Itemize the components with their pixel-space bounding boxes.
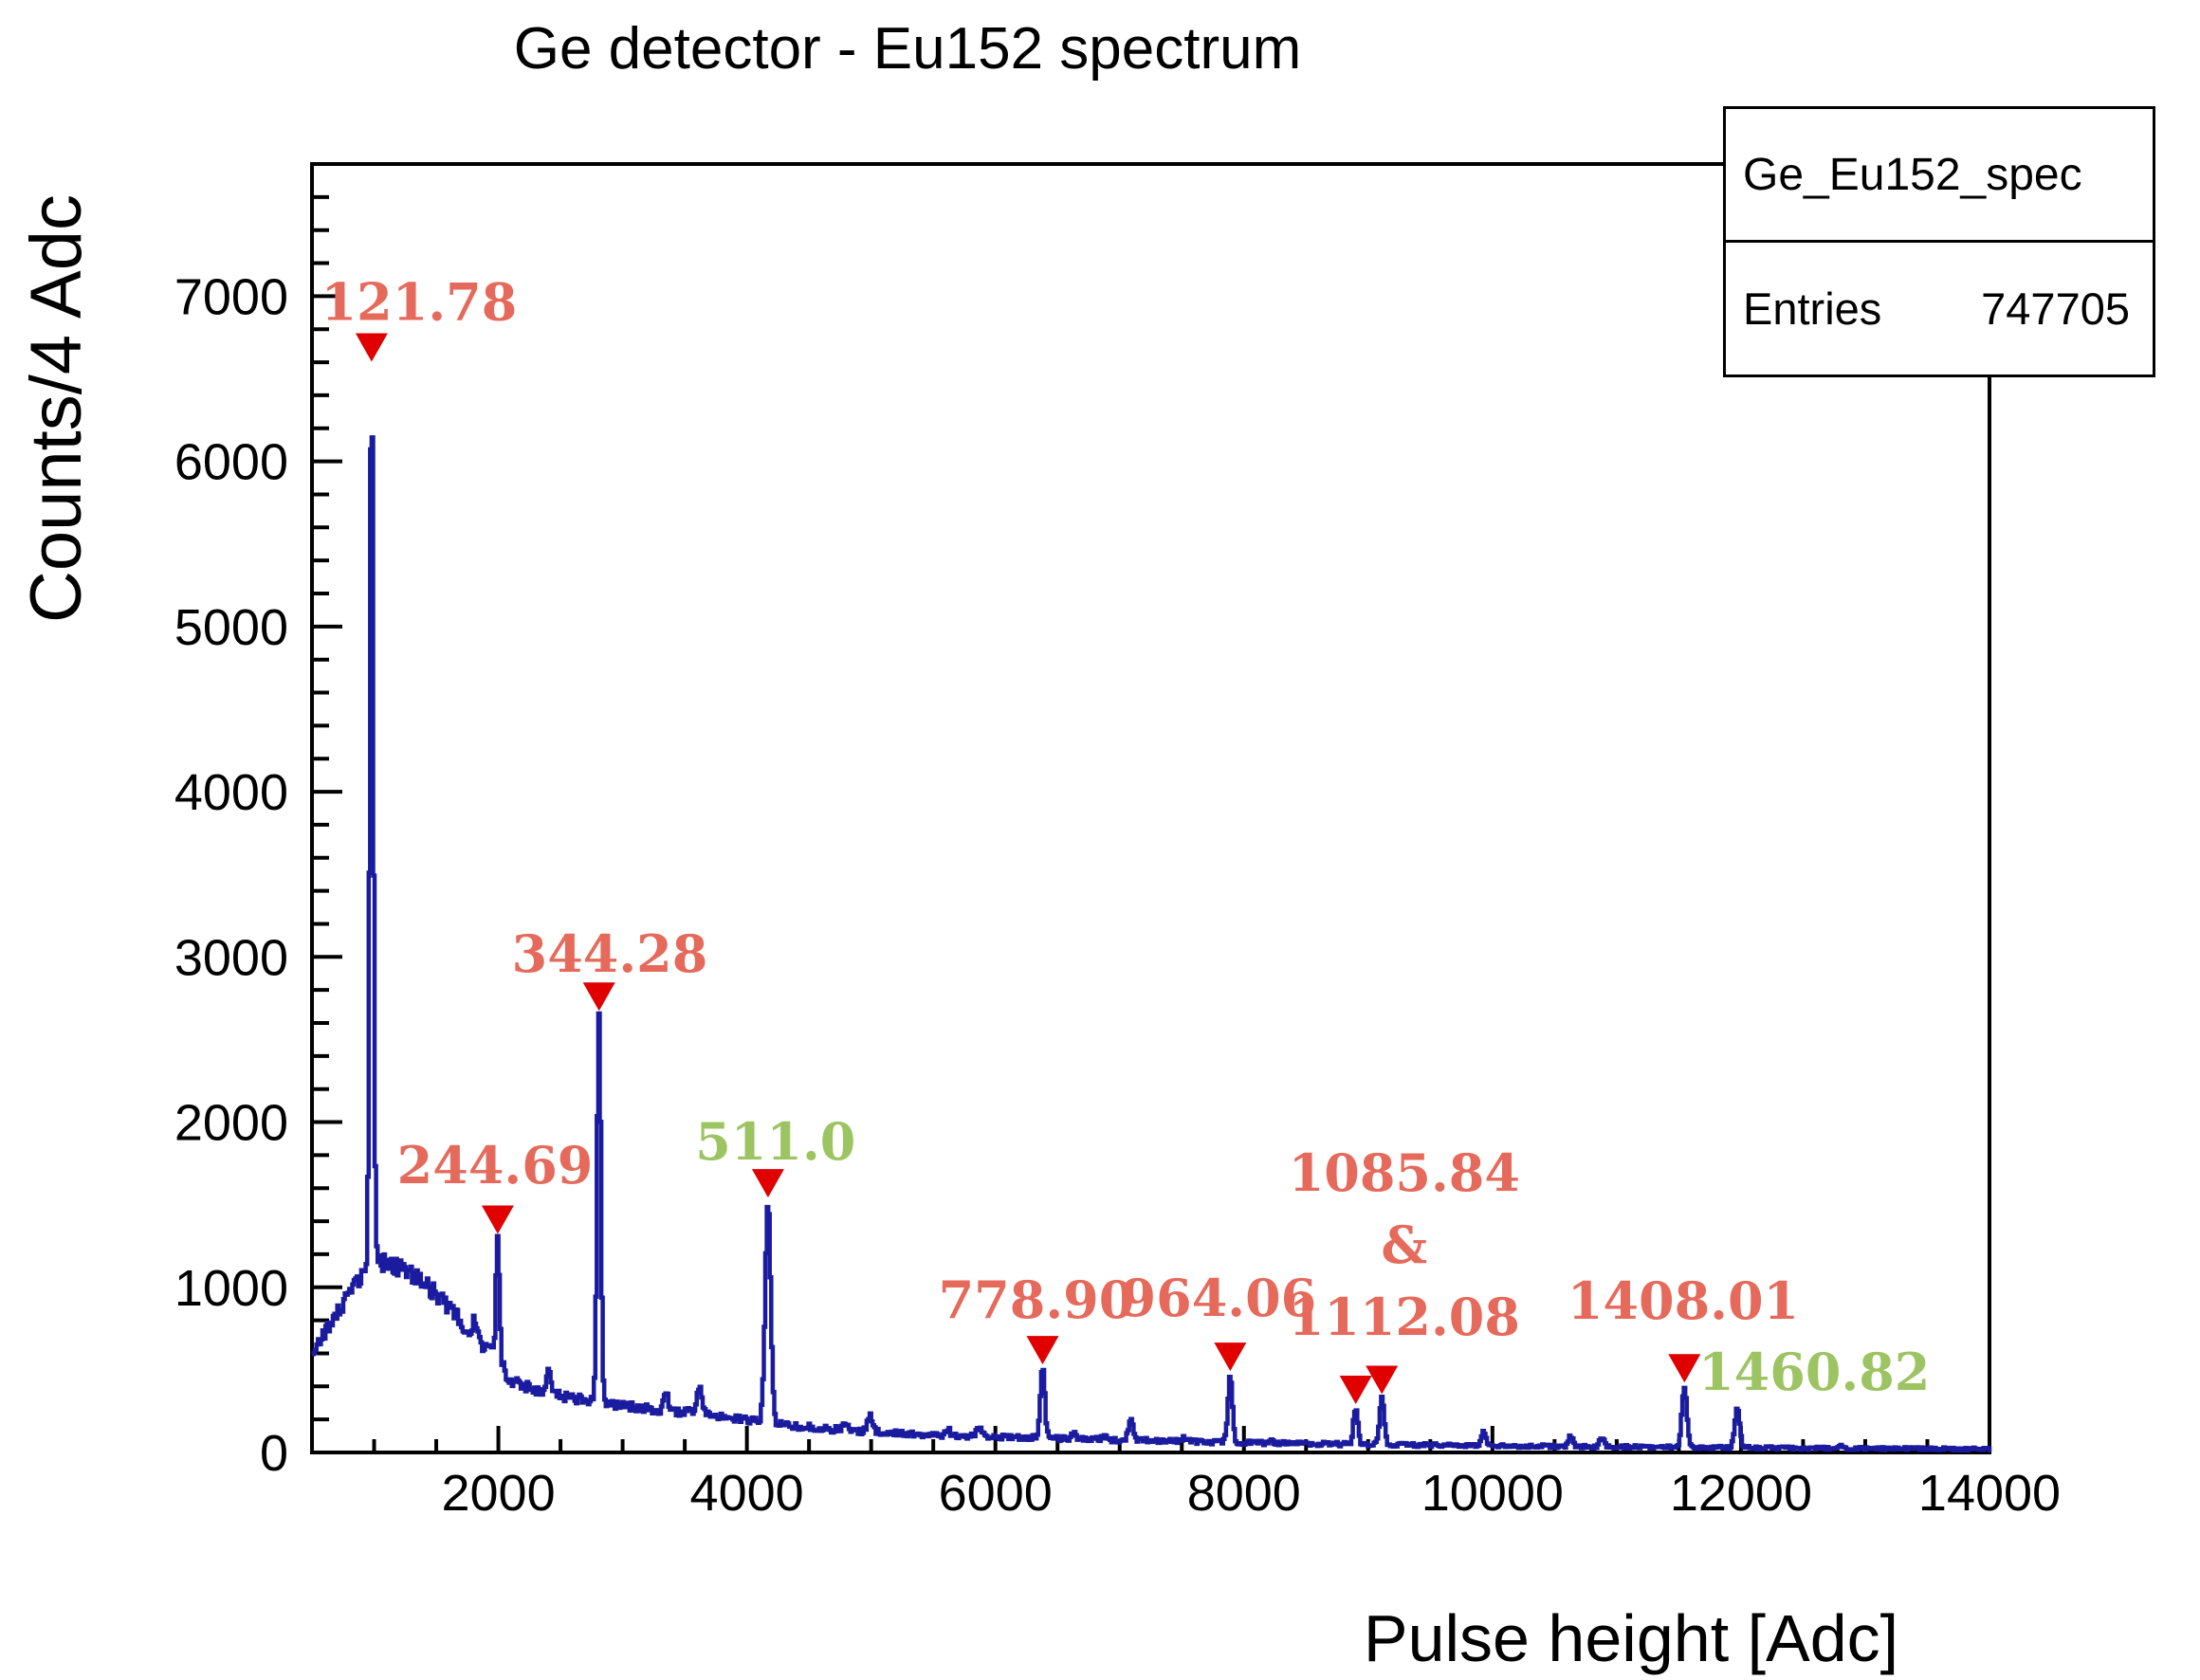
x-axis-title: Pulse height [Adc] bbox=[1363, 1601, 1899, 1675]
peak-marker-511.0 bbox=[751, 1169, 784, 1198]
x-tick-label: 10000 bbox=[1421, 1465, 1564, 1522]
x-tick-label: 6000 bbox=[939, 1465, 1053, 1522]
stats-box-entries-row: Entries 747705 bbox=[1726, 243, 2153, 374]
entries-value: 747705 bbox=[1981, 283, 2130, 334]
y-tick-label: 4000 bbox=[174, 764, 288, 821]
y-tick-label: 5000 bbox=[174, 599, 288, 656]
peak-marker-344.28 bbox=[582, 982, 615, 1012]
peak-label-1460.82: 1460.82 bbox=[1698, 1342, 1930, 1402]
y-tick-label: 3000 bbox=[174, 929, 288, 986]
peak-marker-121.78 bbox=[355, 333, 388, 362]
peak-label-1085.84: & bbox=[1381, 1214, 1427, 1275]
x-tick-label: 8000 bbox=[1187, 1465, 1301, 1522]
plot-frame bbox=[310, 162, 1991, 1454]
peak-marker-1085.84 bbox=[1339, 1375, 1372, 1404]
y-tick-label: 2000 bbox=[174, 1095, 288, 1152]
peak-marker-244.69 bbox=[481, 1205, 514, 1234]
peak-label-1408.01: 1408.01 bbox=[1568, 1270, 1799, 1331]
peak-label-244.69: 244.69 bbox=[397, 1135, 594, 1196]
peak-label-344.28: 344.28 bbox=[512, 923, 708, 984]
spectrum-curve bbox=[311, 435, 1992, 1453]
x-tick-label: 4000 bbox=[690, 1465, 804, 1522]
y-tick-label: 0 bbox=[260, 1425, 288, 1482]
entries-label: Entries bbox=[1743, 283, 1882, 334]
x-tick-label: 14000 bbox=[1918, 1465, 2061, 1522]
y-tick-label: 6000 bbox=[174, 434, 288, 491]
peak-label-511.0: 511.0 bbox=[695, 1111, 855, 1172]
histogram-name: Ge_Eu152_spec bbox=[1743, 149, 2082, 200]
x-tick-label: 2000 bbox=[441, 1465, 555, 1522]
peak-marker-778.90 bbox=[1026, 1336, 1059, 1365]
y-tick-label: 1000 bbox=[174, 1260, 288, 1317]
y-tick-label: 7000 bbox=[174, 268, 288, 325]
peak-marker-1112.08 bbox=[1366, 1365, 1399, 1395]
stats-box-header: Ge_Eu152_spec bbox=[1726, 109, 2153, 243]
peak-label-964.06: 964.06 bbox=[1121, 1268, 1317, 1328]
peak-label-778.90: 778.90 bbox=[939, 1269, 1135, 1330]
peak-marker-964.06 bbox=[1214, 1342, 1247, 1372]
x-tick-label: 12000 bbox=[1670, 1465, 1812, 1522]
y-axis-title: Counts/4 Adc bbox=[16, 193, 97, 624]
peak-label-1085.84: 1112.08 bbox=[1289, 1287, 1520, 1347]
chart-title: Ge detector - Eu152 spectrum bbox=[513, 16, 1302, 82]
peak-label-1085.84: 1085.84 bbox=[1289, 1142, 1520, 1203]
stats-box: Ge_Eu152_spec Entries 747705 bbox=[1723, 106, 2155, 377]
peak-marker-1408.01 bbox=[1668, 1354, 1701, 1383]
peak-label-121.78: 121.78 bbox=[321, 271, 518, 332]
